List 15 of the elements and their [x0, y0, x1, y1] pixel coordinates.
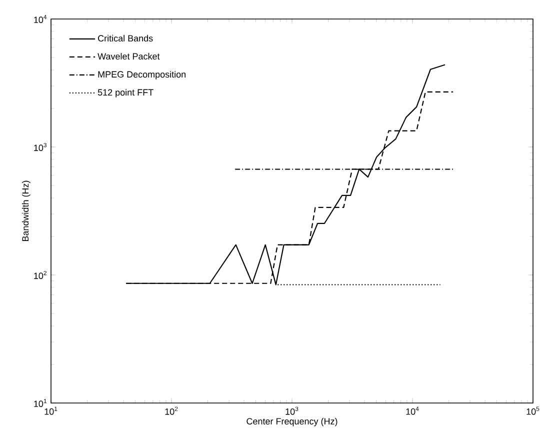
- x-tick-label: 10$^{3}$: [286, 406, 298, 415]
- y-tick-label: 10$^{4}$: [34, 14, 47, 24]
- x-tick-label: 10$^{2}$: [165, 406, 178, 415]
- legend-label: Critical Bands: [98, 34, 153, 42]
- legend-label: Wavelet Packet: [98, 52, 160, 60]
- x-tick-label: 10$^{4}$: [406, 406, 419, 415]
- y-tick-label: 10$^{1}$: [34, 398, 46, 408]
- x-tick-label: 10$^{1}$: [44, 406, 58, 415]
- y-tick-label: 10$^{2}$: [34, 270, 46, 280]
- x-axis-title: Center Frequency (Hz): [246, 418, 338, 426]
- legend-label: 512 point FFT: [98, 88, 154, 98]
- y-axis-title: Bandwidth (Hz): [22, 180, 30, 242]
- legend-label: MPEG Decomposition: [98, 70, 186, 80]
- y-tick-label: 10$^{3}$: [34, 142, 47, 152]
- x-tick-label: 10$^{5}$: [526, 406, 540, 415]
